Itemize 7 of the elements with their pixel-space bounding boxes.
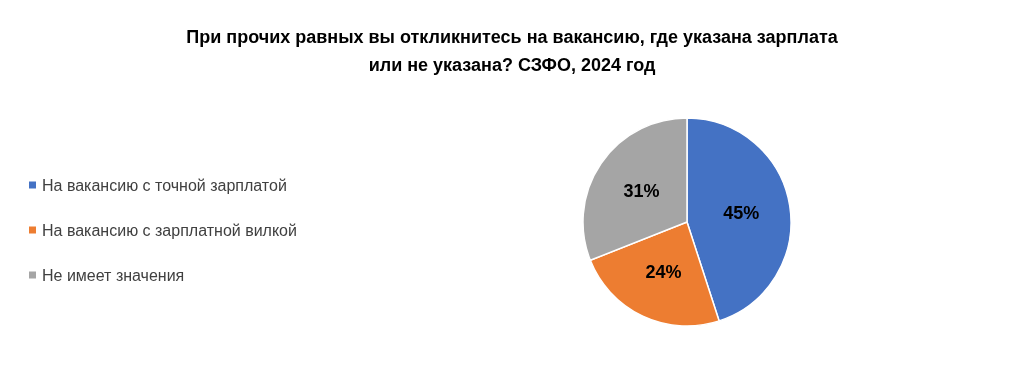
legend-label: Не имеет значения — [42, 266, 185, 284]
data-label: 45% — [723, 203, 760, 224]
legend-label: На вакансию с точной зарплатой — [42, 176, 287, 194]
data-label: 31% — [623, 181, 660, 202]
chart-title: При прочих равных вы откликнитесь на вакансию, где указана зарплата или не указана? СЗФО, 2024 год — [186, 27, 839, 75]
legend-label: На вакансию с зарплатной вилкой — [42, 221, 297, 239]
data-label: 24% — [645, 261, 682, 282]
